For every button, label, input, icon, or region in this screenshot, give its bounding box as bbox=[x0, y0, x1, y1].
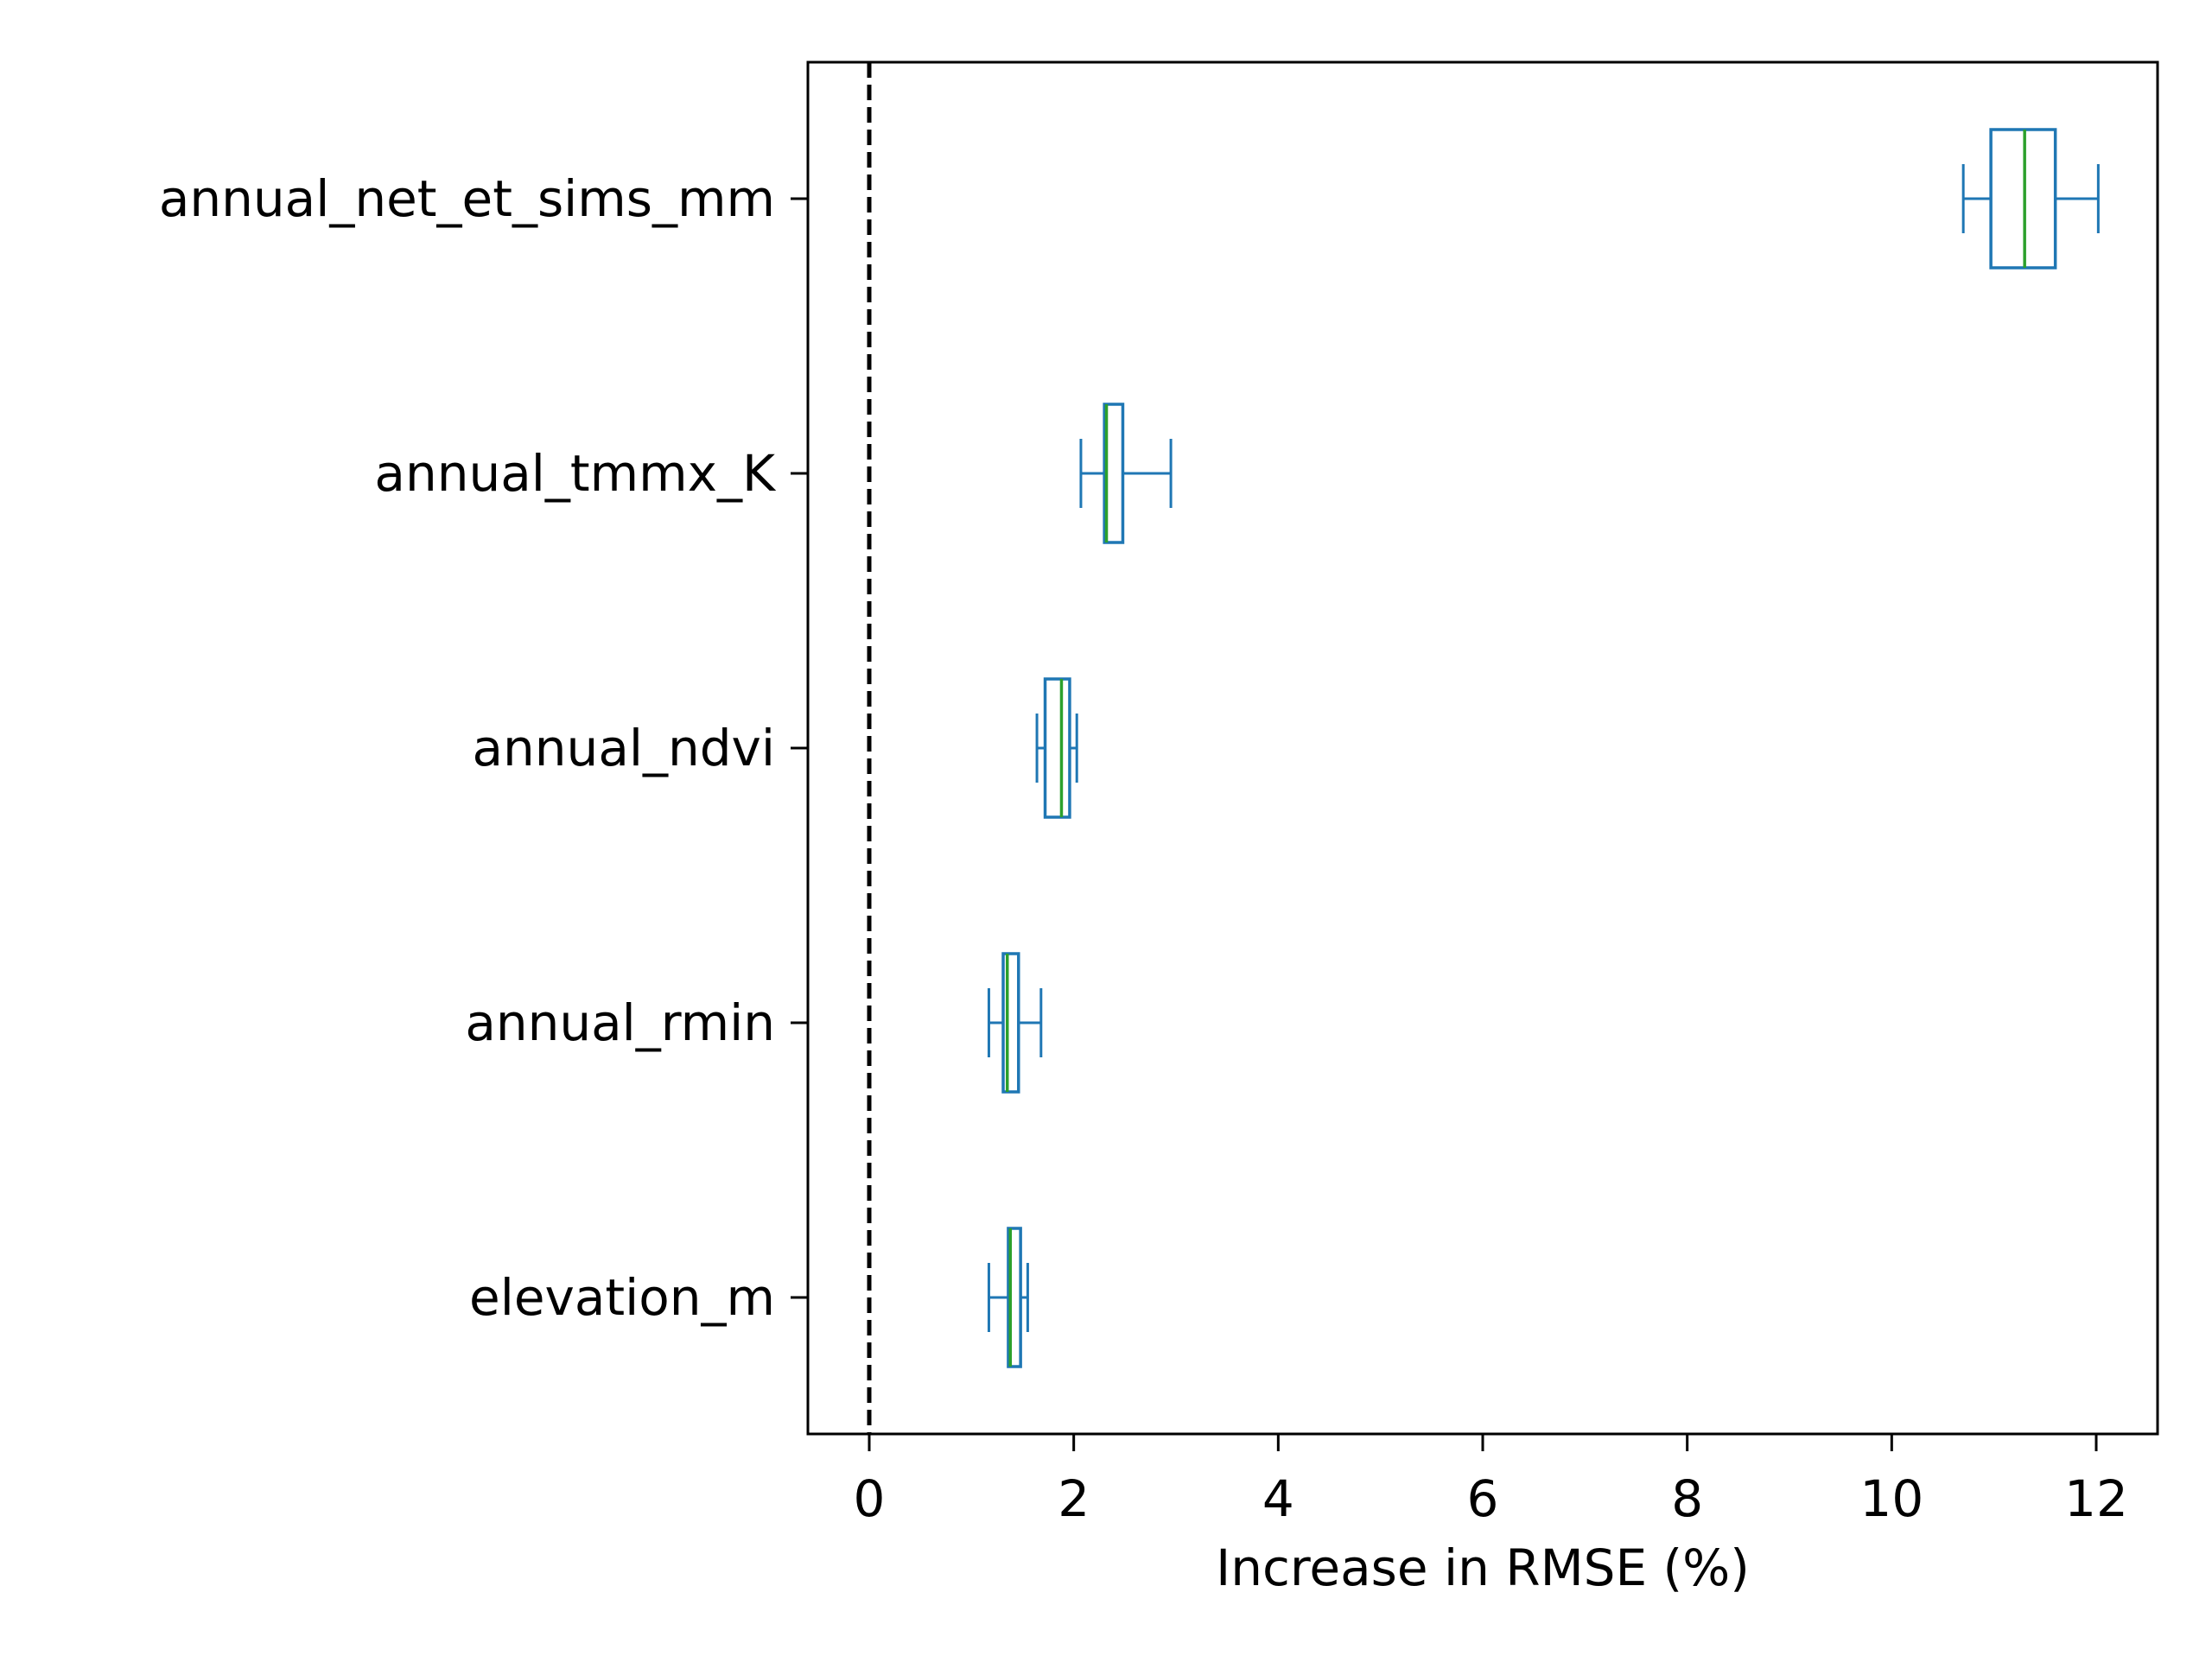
iqr-box bbox=[1989, 128, 2057, 270]
y-tick-label: annual_ndvi bbox=[473, 719, 776, 777]
y-tick-label: annual_net_et_sims_mm bbox=[159, 169, 775, 228]
y-tick-label: annual_rmin bbox=[465, 993, 775, 1052]
iqr-box bbox=[1103, 403, 1125, 544]
x-tick-label: 8 bbox=[1671, 1469, 1703, 1528]
boxes-layer bbox=[987, 128, 2100, 1368]
axes-layer: 0 2 4 6 8 10 12 annual_net_et_sims_mm annual_tmm… bbox=[159, 169, 2128, 1528]
x-tick-label: 2 bbox=[1058, 1469, 1090, 1528]
box-annual_tmmx_K bbox=[1079, 403, 1173, 544]
box-elevation_m bbox=[987, 1227, 1029, 1368]
x-tick-label: 0 bbox=[854, 1469, 886, 1528]
iqr-box bbox=[1007, 1227, 1022, 1368]
y-tick-label: elevation_m bbox=[469, 1268, 775, 1327]
box-annual_rmin bbox=[987, 952, 1043, 1094]
y-tick-label: annual_tmmx_K bbox=[374, 444, 777, 503]
x-axis-label: Increase in RMSE (%) bbox=[1216, 1538, 1750, 1597]
x-tick-label: 10 bbox=[1859, 1469, 1923, 1528]
x-tick-label: 4 bbox=[1262, 1469, 1294, 1528]
box-annual_net_et_sims_mm bbox=[1961, 128, 2100, 270]
x-tick-label: 6 bbox=[1467, 1469, 1499, 1528]
iqr-box bbox=[1001, 952, 1020, 1094]
iqr-box bbox=[1043, 677, 1071, 819]
box-annual_ndvi bbox=[1035, 677, 1078, 819]
x-tick-label: 12 bbox=[2064, 1469, 2128, 1528]
